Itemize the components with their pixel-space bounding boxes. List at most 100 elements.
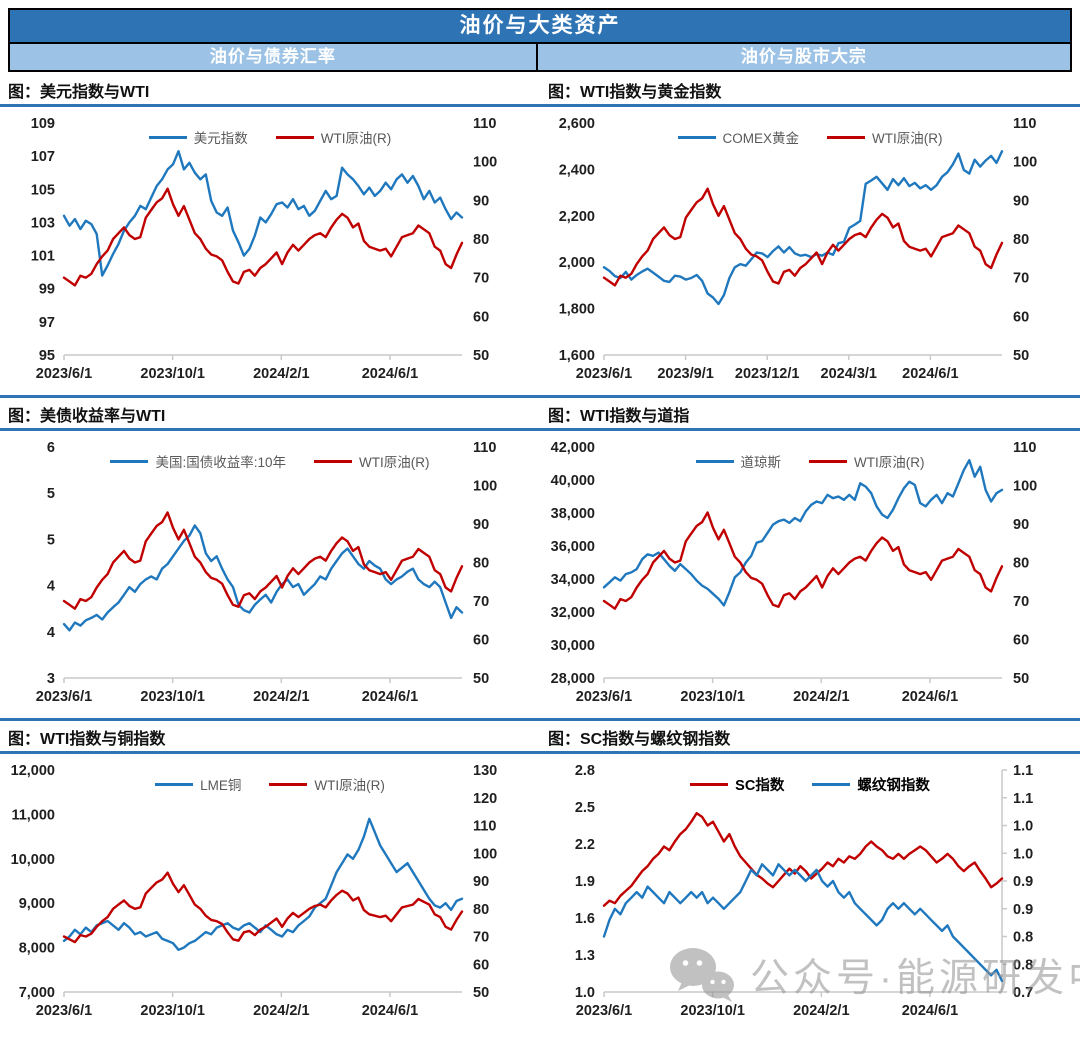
- y-axis-label: 1.0: [1013, 819, 1033, 835]
- y-axis-label: 50: [1013, 348, 1029, 364]
- chart-canvas: 2023/6/1 2023/9/1 2023/12/1 2024/3/1 2024/6/…: [540, 107, 1080, 400]
- chart-title: 图：WTI指数与道指: [540, 398, 1080, 431]
- y-axis-label: 1.1: [1013, 763, 1033, 779]
- x-axis-label: 2023/6/1: [576, 366, 632, 382]
- y-axis-label: 12,000: [11, 763, 55, 779]
- y-axis-label: 70: [473, 271, 489, 287]
- chart-title: 图：WTI指数与黄金指数: [540, 74, 1080, 107]
- y-axis-label: 50: [473, 985, 489, 1001]
- y-axis-label: 40,000: [551, 473, 595, 489]
- y-axis-label: 109: [31, 116, 55, 132]
- x-axis-label: 2023/6/1: [576, 689, 632, 705]
- series-line-right: [602, 511, 1004, 610]
- y-axis-label: 60: [473, 633, 489, 649]
- y-axis-label: 1,600: [559, 348, 595, 364]
- y-axis-label: 28,000: [551, 671, 595, 687]
- y-axis-label: 6: [47, 440, 55, 456]
- y-axis-label: 100: [1013, 479, 1037, 495]
- y-axis-label: 30,000: [551, 638, 595, 654]
- chart-svg: 2023/6/1 2023/9/1 2023/12/1 2024/3/1 2024/6/…: [559, 116, 1038, 382]
- y-axis-label: 3: [47, 671, 55, 687]
- chart-svg: 2023/6/1 2023/10/1 2024/2/1 2024/6/1 12,000 1…: [11, 763, 498, 1019]
- y-axis-label: 80: [473, 556, 489, 572]
- chart-svg: 2023/6/1 2023/10/1 2024/2/1 2024/6/1 6 5 5 4 4 3 1…: [36, 440, 497, 705]
- y-axis-label: 60: [473, 957, 489, 973]
- series-line-left: [602, 150, 1004, 306]
- y-axis-label: 80: [1013, 556, 1029, 572]
- series-line-right: [602, 187, 1004, 287]
- y-axis-label: 60: [1013, 309, 1029, 325]
- chart-canvas: 2023/6/1 2023/10/1 2024/2/1 2024/6/1 109 107 1…: [0, 107, 540, 400]
- y-axis-label: 100: [473, 846, 497, 862]
- x-axis-label: 2024/2/1: [253, 689, 309, 705]
- y-axis-label: 2.2: [575, 837, 595, 853]
- y-axis-label: 10,000: [11, 852, 55, 868]
- y-axis-label: 110: [473, 819, 496, 835]
- chart-svg: 2023/6/1 2023/10/1 2024/2/1 2024/6/1 109 107 1…: [31, 116, 497, 382]
- y-axis-label: 1.1: [1013, 791, 1033, 807]
- y-axis-label: 70: [1013, 271, 1029, 287]
- chart-canvas: 2023/6/1 2023/10/1 2024/2/1 2024/6/1 2.8 2.5 2…: [540, 754, 1080, 1037]
- chart-row-1: 图：美元指数与WTI 2023/6/1 2023/10/1 2024/2/1 2024…: [0, 74, 1080, 395]
- y-axis-label: 70: [1013, 594, 1029, 610]
- x-axis-label: 2024/2/1: [793, 1003, 849, 1019]
- y-axis-label: 42,000: [551, 440, 595, 456]
- y-axis-label: 2.5: [575, 800, 595, 816]
- x-axis-label: 2024/6/1: [902, 366, 958, 382]
- series-line-right: [62, 511, 464, 610]
- y-axis-label: 5: [47, 532, 55, 548]
- section-header-equity-commodity: 油价与股市大宗: [537, 44, 1070, 70]
- y-axis-label: 5: [47, 486, 55, 502]
- x-axis-label: 2023/6/1: [576, 1003, 632, 1019]
- y-axis-label: 1.9: [575, 874, 595, 890]
- y-axis-label: 100: [473, 479, 497, 495]
- y-axis-label: 2,400: [559, 162, 595, 178]
- y-axis-label: 2,200: [559, 209, 595, 225]
- x-axis-label: 2023/10/1: [140, 1003, 205, 1019]
- y-axis-label: 1.0: [575, 985, 595, 1001]
- x-axis-label: 2024/6/1: [362, 366, 418, 382]
- y-axis-label: 9,000: [19, 896, 55, 912]
- chart-canvas: 2023/6/1 2023/10/1 2024/2/1 2024/6/1 12,000 1…: [0, 754, 540, 1037]
- x-axis-label: 2024/6/1: [902, 1003, 958, 1019]
- y-axis-label: 80: [1013, 232, 1029, 248]
- y-axis-label: 110: [473, 440, 496, 456]
- y-axis-label: 90: [473, 874, 489, 890]
- y-axis-label: 100: [1013, 155, 1037, 171]
- y-axis-label: 4: [47, 579, 55, 595]
- x-axis-label: 2024/6/1: [362, 689, 418, 705]
- x-axis-label: 2023/6/1: [36, 366, 92, 382]
- chart-svg: 2023/6/1 2023/10/1 2024/2/1 2024/6/1 42,000 4…: [551, 440, 1038, 705]
- x-axis-label: 2023/12/1: [735, 366, 800, 382]
- chart-panel-wti-gold: 图：WTI指数与黄金指数 2023/6/1 2023/9/1 2023/12/1 20…: [540, 74, 1080, 395]
- y-axis-label: 110: [473, 116, 496, 132]
- y-axis-label: 1.0: [1013, 846, 1033, 862]
- y-axis-label: 1.3: [575, 948, 595, 964]
- chart-canvas: 2023/6/1 2023/10/1 2024/2/1 2024/6/1 6 5 5 4 4 3 1…: [0, 431, 540, 723]
- y-axis-label: 90: [1013, 517, 1029, 533]
- y-axis-label: 11,000: [11, 807, 55, 823]
- chart-canvas: 2023/6/1 2023/10/1 2024/2/1 2024/6/1 42,000 4…: [540, 431, 1080, 723]
- y-axis-label: 0.8: [1013, 930, 1033, 946]
- chart-panel-ust10y-wti: 图：美债收益率与WTI 2023/6/1 2023/10/1 2024/2/1 202…: [0, 398, 540, 718]
- series-line-right: [62, 871, 464, 944]
- chart-title: 图：SC指数与螺纹钢指数: [540, 721, 1080, 754]
- series-line-left: [602, 459, 1004, 607]
- y-axis-label: 90: [473, 517, 489, 533]
- y-axis-label: 0.9: [1013, 902, 1033, 918]
- y-axis-label: 120: [473, 791, 497, 807]
- y-axis-label: 50: [473, 348, 489, 364]
- y-axis-label: 0.8: [1013, 957, 1033, 973]
- y-axis-label: 97: [39, 315, 55, 331]
- y-axis-label: 70: [473, 594, 489, 610]
- chart-panel-sc-rebar: 图：SC指数与螺纹钢指数 2023/6/1 2023/10/1 2024/2/1 20…: [540, 721, 1080, 1032]
- chart-title: 图：美元指数与WTI: [0, 74, 540, 107]
- y-axis-label: 130: [473, 763, 497, 779]
- x-axis-label: 2023/10/1: [140, 366, 205, 382]
- y-axis-label: 90: [1013, 193, 1029, 209]
- chart-title: 图：WTI指数与铜指数: [0, 721, 540, 754]
- series-line-right: [602, 863, 1004, 983]
- x-axis-label: 2024/2/1: [253, 366, 309, 382]
- y-axis-label: 32,000: [551, 605, 595, 621]
